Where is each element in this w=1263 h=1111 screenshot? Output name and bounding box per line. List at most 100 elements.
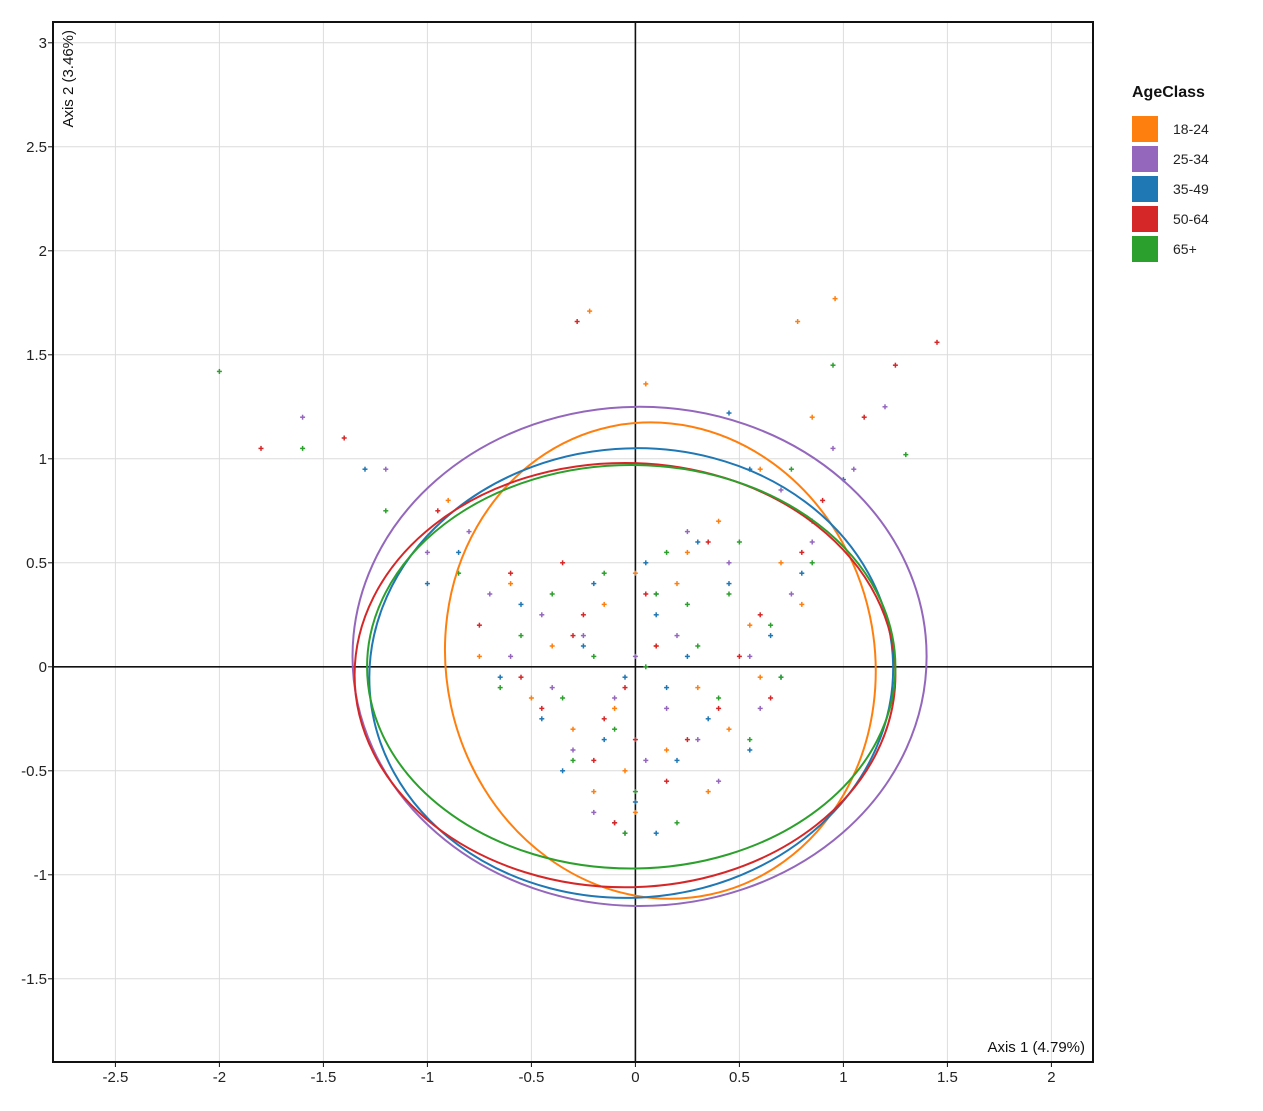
data-point xyxy=(539,612,545,618)
legend-item: 25-34 xyxy=(1132,146,1209,172)
data-point xyxy=(445,497,451,503)
data-point xyxy=(424,549,430,555)
legend-item: 50-64 xyxy=(1132,206,1209,232)
data-point xyxy=(300,445,306,451)
x-tick-label: 0.5 xyxy=(729,1069,750,1086)
data-point xyxy=(587,308,593,314)
y-tick-label: 1.5 xyxy=(26,347,47,364)
legend-label: 50-64 xyxy=(1173,211,1209,227)
data-point xyxy=(466,529,472,535)
grid-lines xyxy=(53,22,1093,1062)
legend-label: 35-49 xyxy=(1173,181,1209,197)
data-point xyxy=(560,695,566,701)
data-point xyxy=(809,560,815,566)
data-point xyxy=(778,487,784,493)
data-point xyxy=(508,581,514,587)
data-point xyxy=(508,570,514,576)
data-point xyxy=(574,319,580,325)
data-point xyxy=(653,591,659,597)
data-point xyxy=(695,737,701,743)
data-point xyxy=(591,809,597,815)
data-point xyxy=(934,339,940,345)
x-tick-label: 1 xyxy=(839,1069,847,1086)
data-point xyxy=(799,549,805,555)
data-point xyxy=(632,799,638,805)
data-point xyxy=(653,612,659,618)
data-point xyxy=(591,789,597,795)
legend-item: 18-24 xyxy=(1132,116,1209,142)
data-point xyxy=(795,319,801,325)
data-point xyxy=(622,685,628,691)
x-axis-ticks: -2.5 -2 -1.5 -1 -0.5 0 0.5 1 1.5 2 xyxy=(102,1062,1056,1086)
data-point xyxy=(632,737,638,743)
y-tick-label: 0 xyxy=(39,659,47,676)
data-point xyxy=(622,830,628,836)
legend-items: 18-24 25-34 35-49 50-64 65+ xyxy=(1132,116,1209,262)
data-point xyxy=(643,591,649,597)
y-tick-label: -1 xyxy=(34,867,47,884)
data-point xyxy=(757,466,763,472)
data-point xyxy=(788,591,794,597)
data-point xyxy=(580,612,586,618)
data-point xyxy=(539,716,545,722)
data-point xyxy=(695,643,701,649)
data-point xyxy=(664,549,670,555)
data-point xyxy=(508,653,514,659)
data-point xyxy=(476,653,482,659)
data-point xyxy=(716,705,722,711)
data-point xyxy=(570,633,576,639)
data-point xyxy=(497,674,503,680)
data-point xyxy=(570,726,576,732)
data-point xyxy=(778,674,784,680)
data-point xyxy=(570,757,576,763)
data-point xyxy=(832,296,838,302)
data-point xyxy=(716,695,722,701)
data-point xyxy=(601,601,607,607)
y-tick-label: -0.5 xyxy=(21,763,47,780)
data-point xyxy=(487,591,493,597)
y-axis-ticks: -1.5 -1 -0.5 0 0.5 1 1.5 2 2.5 3 xyxy=(21,35,53,988)
y-tick-label: 3 xyxy=(39,35,47,52)
data-point xyxy=(788,466,794,472)
data-point xyxy=(591,757,597,763)
x-tick-label: -1 xyxy=(421,1069,434,1086)
data-point xyxy=(747,622,753,628)
data-point xyxy=(591,653,597,659)
zero-reference-lines xyxy=(53,22,1093,1062)
data-point xyxy=(612,726,618,732)
y-tick-label: -1.5 xyxy=(21,971,47,988)
data-point xyxy=(716,518,722,524)
data-point xyxy=(612,695,618,701)
data-point xyxy=(528,695,534,701)
ellipse-65+ xyxy=(366,464,897,870)
data-point xyxy=(580,633,586,639)
data-point xyxy=(851,466,857,472)
y-axis-title: Axis 2 (3.46%) xyxy=(60,30,77,128)
data-point xyxy=(799,601,805,607)
data-point xyxy=(570,747,576,753)
data-point xyxy=(497,685,503,691)
legend-swatch xyxy=(1132,176,1158,202)
data-point xyxy=(768,633,774,639)
data-point xyxy=(362,466,368,472)
data-point xyxy=(664,747,670,753)
x-tick-label: 2 xyxy=(1047,1069,1055,1086)
data-point xyxy=(768,622,774,628)
data-point xyxy=(664,778,670,784)
legend-label: 65+ xyxy=(1173,241,1197,257)
data-point xyxy=(560,768,566,774)
data-point xyxy=(674,581,680,587)
legend-title: AgeClass xyxy=(1132,84,1205,101)
data-point xyxy=(518,674,524,680)
data-point xyxy=(622,768,628,774)
data-point xyxy=(747,747,753,753)
x-tick-label: -2 xyxy=(213,1069,226,1086)
data-point xyxy=(716,778,722,784)
data-point xyxy=(643,757,649,763)
legend-label: 18-24 xyxy=(1173,121,1209,137)
y-tick-label: 1 xyxy=(39,451,47,468)
y-tick-label: 2 xyxy=(39,243,47,260)
data-point xyxy=(705,716,711,722)
data-point xyxy=(726,581,732,587)
